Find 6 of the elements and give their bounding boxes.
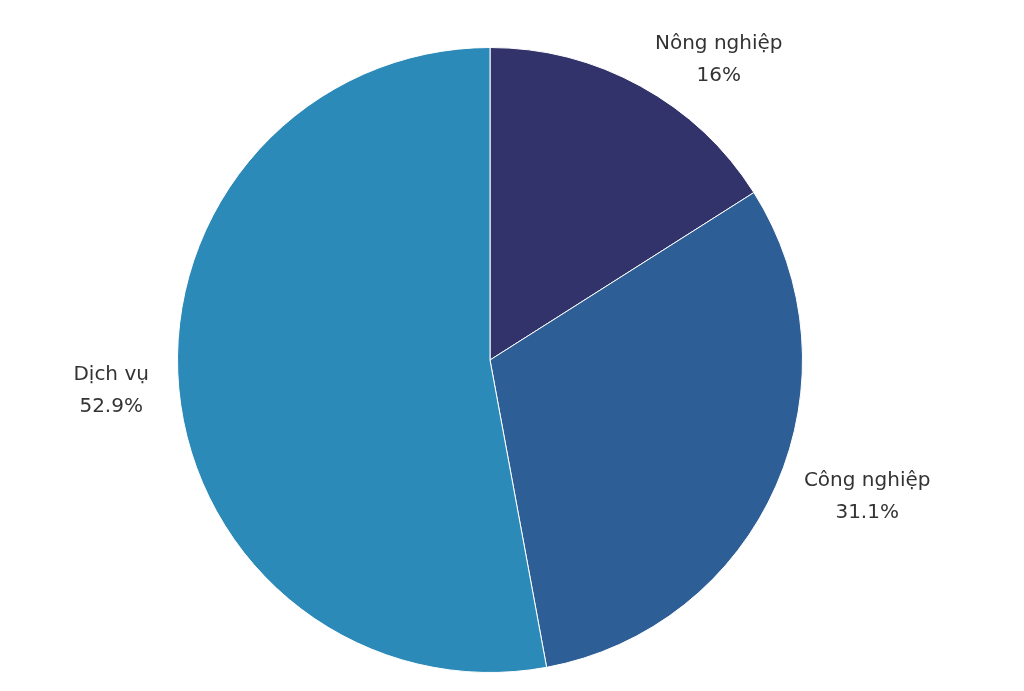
slice-label: Công nghiệp: [803, 467, 931, 492]
data-label: 52.9%: [79, 393, 143, 418]
slice-label: Dịch vụ: [73, 361, 149, 386]
data-label: 16%: [696, 62, 741, 87]
slice-label: Nông nghiệp: [655, 30, 783, 55]
data-label: 31.1%: [835, 499, 899, 524]
